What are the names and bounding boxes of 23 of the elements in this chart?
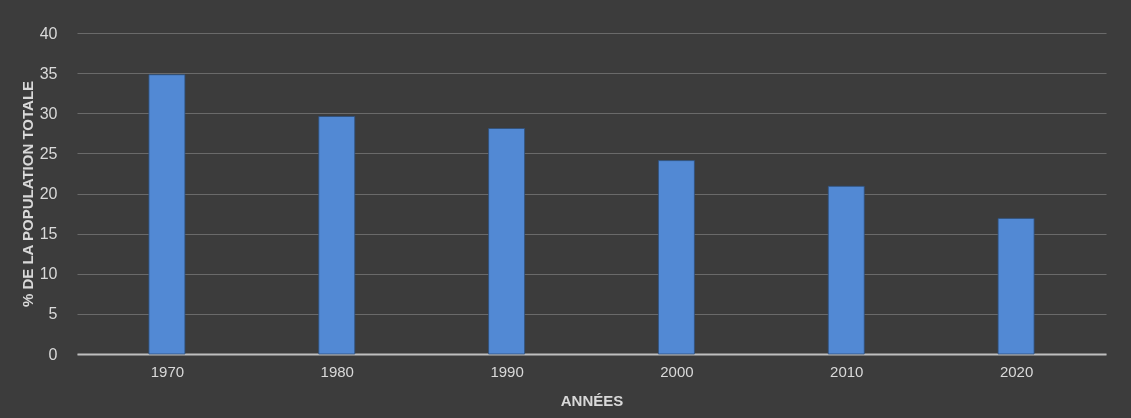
y-axis-title: % DE LA POPULATION TOTALE [18, 80, 36, 308]
bar [658, 160, 695, 355]
y-tick-label: 20 [39, 185, 58, 202]
x-tick-label: 2010 [830, 362, 864, 380]
y-tick-label: 35 [39, 64, 58, 82]
y-tick-label: 30 [39, 104, 58, 122]
bar [318, 116, 356, 355]
x-tick-label: 1990 [490, 362, 524, 380]
bar [488, 128, 525, 355]
bar [148, 74, 186, 355]
y-tick-label: 10 [39, 265, 58, 283]
bar [827, 185, 865, 355]
bar [997, 217, 1035, 355]
y-tick-label: 40 [39, 24, 58, 42]
x-tick-label: 2000 [660, 362, 694, 380]
y-tick-label: 15 [39, 225, 58, 243]
x-axis-title: ANNÉES [560, 391, 624, 409]
y-tick-label: 25 [39, 144, 58, 162]
y-tick-label: 0 [48, 345, 58, 363]
y-tick-label: 5 [48, 305, 58, 323]
x-tick-label: 1970 [150, 362, 185, 380]
x-tick-label: 1980 [320, 362, 354, 380]
x-tick-label: 2020 [999, 362, 1034, 380]
